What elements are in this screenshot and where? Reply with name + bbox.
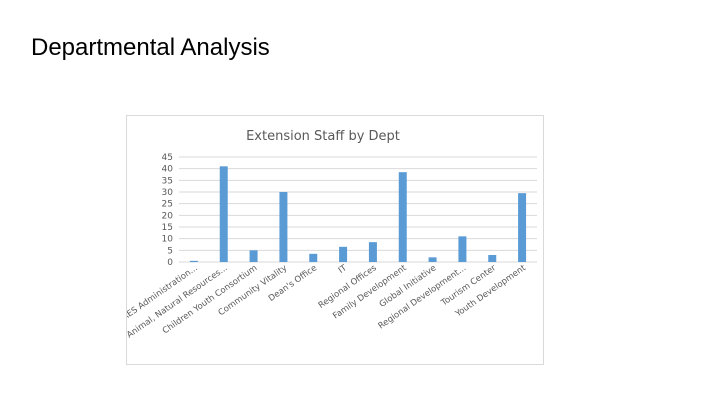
y-tick-label: 15: [162, 223, 173, 233]
bar-11: [518, 193, 527, 262]
bar-3: [279, 192, 288, 262]
bars: [189, 166, 527, 262]
bar-7: [398, 172, 407, 262]
x-category-label: IT: [337, 263, 350, 276]
chart-title: Extension Staff by Dept: [246, 129, 400, 144]
y-tick-label: 20: [162, 211, 174, 221]
slide-title: Departmental Analysis: [31, 34, 270, 61]
bar-4: [309, 253, 318, 262]
gridlines: [179, 156, 537, 263]
y-tick-label: 40: [162, 165, 174, 175]
chart-container: Extension Staff by Dept 45 40 35 30 25 20 15 10…: [126, 115, 544, 365]
bar-6: [368, 242, 377, 262]
bar-0: [189, 260, 198, 262]
y-tick-label: 30: [162, 188, 174, 198]
y-tick-label: 25: [162, 200, 173, 210]
y-tick-label: 10: [162, 235, 174, 245]
y-tick-label: 5: [167, 246, 173, 256]
y-tick-label: 45: [162, 153, 173, 163]
x-axis-labels: AES Administration...Animal, Natural Res…: [127, 263, 528, 341]
y-tick-label: 0: [167, 258, 173, 268]
bar-8: [428, 257, 437, 262]
bar-9: [458, 236, 467, 262]
y-tick-label: 35: [162, 176, 173, 186]
bar-5: [339, 246, 348, 262]
bar-1: [219, 166, 228, 262]
bar-10: [488, 255, 497, 262]
bar-2: [249, 250, 258, 262]
